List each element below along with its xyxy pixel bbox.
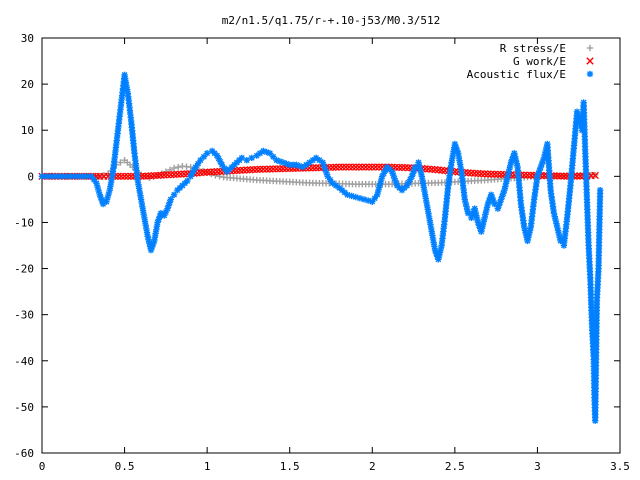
y-tick-label: -60 — [14, 447, 34, 460]
data-point — [338, 163, 347, 171]
data-point — [312, 154, 320, 162]
x-tick-label: 3.5 — [610, 460, 630, 473]
y-tick-label: 10 — [21, 124, 34, 137]
data-point — [448, 159, 455, 166]
data-point — [203, 150, 211, 157]
data-point — [243, 156, 250, 164]
data-point — [566, 192, 573, 199]
data-point — [170, 164, 178, 172]
data-point — [248, 154, 255, 162]
data-point — [309, 156, 317, 164]
data-point — [596, 186, 604, 194]
plot-frame — [41, 37, 621, 454]
y-tick-label: -10 — [14, 216, 34, 229]
y-tick-label: -20 — [14, 263, 34, 276]
data-point — [358, 163, 367, 171]
x-tick-label: 1.5 — [280, 460, 300, 473]
x-tick-label: 0 — [39, 460, 46, 473]
data-point — [157, 210, 165, 217]
x-tick-label: 2 — [369, 460, 376, 473]
data-point — [361, 163, 370, 171]
chart-title: m2/n1.5/q1.75/r-+.10-j53/M0.3/512 — [222, 14, 441, 27]
x-tick-label: 1 — [204, 460, 211, 473]
legend-marker — [586, 70, 594, 78]
data-point — [316, 156, 323, 164]
series-3 — [38, 71, 604, 424]
y-tick-label: 0 — [27, 170, 34, 183]
data-point — [170, 191, 178, 198]
legend-label: G work/E — [513, 55, 566, 68]
data-point — [355, 163, 363, 171]
data-point — [329, 180, 336, 187]
data-point — [122, 75, 129, 82]
legend-label: R stress/E — [500, 42, 566, 55]
data-point — [591, 171, 599, 180]
x-tick-label: 0.5 — [115, 460, 135, 473]
data-point — [306, 159, 313, 166]
data-point — [120, 172, 129, 181]
data-point — [368, 163, 376, 171]
data-point — [365, 163, 373, 171]
data-marks — [38, 71, 604, 424]
y-tick-label: -40 — [14, 355, 34, 368]
data-point — [124, 172, 132, 181]
data-point — [371, 163, 380, 171]
legend-marker — [586, 44, 594, 52]
data-point — [117, 172, 125, 181]
data-point — [127, 172, 135, 181]
data-point — [238, 154, 246, 162]
y-tick-label: 20 — [21, 78, 34, 91]
data-point — [332, 182, 340, 189]
data-point — [345, 163, 353, 171]
x-tick-label: 3 — [534, 460, 541, 473]
data-point — [342, 163, 350, 171]
data-point — [175, 163, 182, 171]
y-tick-label: 30 — [21, 32, 34, 45]
x-tick-label: 2.5 — [445, 460, 465, 473]
data-point — [348, 163, 357, 171]
y-tick-label: -50 — [14, 401, 34, 414]
data-point — [303, 161, 310, 169]
data-point — [184, 177, 191, 185]
data-point — [256, 150, 264, 157]
data-point — [94, 183, 101, 191]
data-point — [464, 210, 472, 217]
data-point — [143, 225, 150, 233]
data-point — [114, 172, 122, 181]
data-point — [253, 152, 260, 159]
axis-tick-labels: 0 0.5 1 1.5 2 2.5 3 3.5 30 20 10 0 -10 -20 -30 -40 -50 -6… — [14, 32, 630, 473]
series-2 — [38, 163, 599, 181]
data-point — [167, 196, 175, 203]
data-point — [299, 163, 307, 171]
data-point — [375, 163, 383, 171]
legend-marker — [586, 57, 594, 65]
legend-label: Acoustic flux/E — [467, 68, 566, 81]
data-point — [154, 219, 161, 226]
y-tick-label: -30 — [14, 309, 34, 322]
data-point — [117, 159, 124, 166]
data-point — [352, 163, 360, 171]
data-point — [192, 163, 199, 171]
data-point — [99, 200, 107, 208]
axis-ticks — [41, 37, 621, 454]
